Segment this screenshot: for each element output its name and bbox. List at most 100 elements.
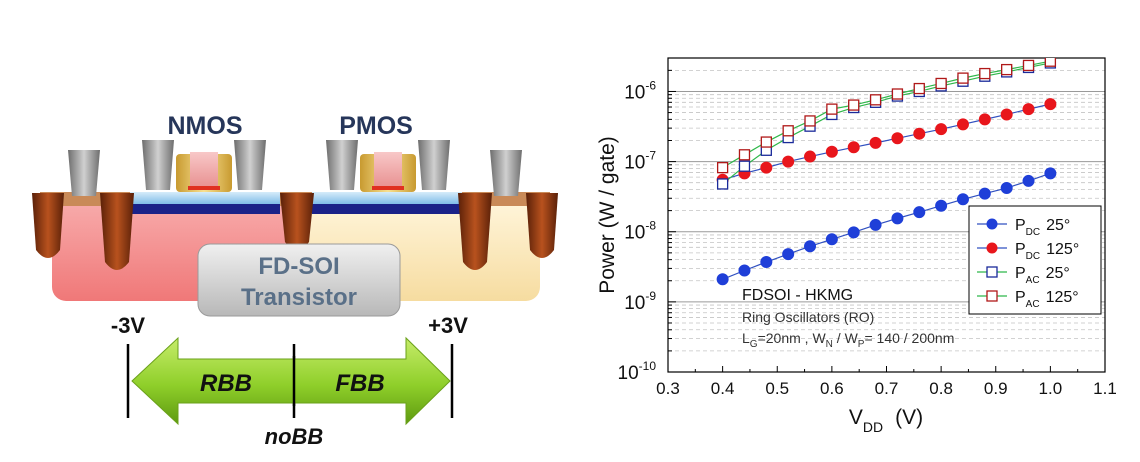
nmos-gate [190,152,218,188]
data-point [848,99,860,111]
data-point [804,115,816,127]
nmos-gate-dielectric [188,186,220,190]
legend-label-sub: DC [1026,227,1040,238]
data-point [891,132,904,145]
pmos-silicon-film [312,192,462,204]
data-point [935,199,948,212]
x-tick-label: 0.4 [711,379,735,398]
transistor-label-line1: FD-SOI [258,253,339,280]
data-point [1044,98,1057,111]
data-point [956,118,969,131]
y-tick-label: 10-10 [618,359,657,384]
data-point [760,256,773,269]
data-point [1044,58,1057,67]
data-point [760,161,773,174]
legend-marker [986,266,998,278]
data-point [935,123,948,136]
series-layer [716,58,1057,286]
data-point [913,82,925,95]
legend-label-sub: AC [1026,299,1040,310]
data-point [826,103,838,115]
x-tick-label: 0.5 [765,379,789,398]
legend-label: PAC 125° [1015,289,1079,310]
rbb-label: RBB [200,370,252,397]
legend-marker [986,218,998,230]
data-point [1022,174,1035,187]
annotation-l-main: L [742,330,750,346]
fbb-label: FBB [335,370,384,397]
sti-trench-3 [280,193,314,250]
y-tick-base: 10 [624,223,645,244]
pmos-gate-dielectric [372,186,404,190]
annotation-l-sub: G [750,339,758,350]
x-tick-label: 0.8 [929,379,953,398]
nmos-drain-contact [234,140,266,190]
pmos-source-contact [326,140,358,190]
data-point [847,141,860,154]
pmos-drain-contact [418,140,450,190]
data-point [935,77,947,90]
annotation-w-main: =20nm , W [758,330,827,346]
y-tick-exponent: -6 [645,78,656,92]
legend-label-main: P [1015,289,1026,306]
sti-trench-4 [458,193,492,270]
data-point [804,150,817,163]
well-contact-1 [68,150,100,196]
annotation-wn-sub: N [826,339,833,350]
nmos-source-contact [142,140,174,190]
legend-marker [986,242,998,254]
data-point [716,161,729,174]
pmos-gate [374,152,402,188]
pmos-label: PMOS [339,112,413,140]
y-tick-base: 10 [618,363,639,384]
data-point [738,149,751,161]
legend-label-temp: 125° [1046,289,1079,306]
data-point [716,273,729,286]
data-point [1000,108,1013,121]
x-axis-title-unit: (V) [895,406,923,429]
x-tick-label: 0.6 [820,379,844,398]
series-line [722,62,1051,185]
series-line [722,172,1051,280]
sti-trench-1 [32,193,64,258]
y-tick-exponent: -7 [645,149,656,163]
bias-range-arrow [131,336,451,426]
legend-label-main: P [1015,217,1026,234]
data-point [913,206,926,219]
transistor-label-line2: Transistor [241,284,357,311]
legend-marker [986,290,998,302]
data-point [738,160,751,172]
back-bias-diagram: NMOS PMOS FD-SOI Transistor -3V +3V RBB … [32,112,558,449]
data-point [738,264,751,277]
pmos-buried-oxide [312,204,462,214]
y-tick-exponent: -9 [645,289,656,303]
data-point [1022,59,1035,72]
sti-trench-2 [100,193,134,270]
annotation-line2: Ring Oscillators (RO) [742,309,874,325]
x-tick-label: 0.3 [656,379,680,398]
x-tick-label: 0.7 [875,379,899,398]
well-contact-2 [490,150,522,196]
data-point [825,233,838,246]
data-point [782,155,795,168]
data-point [891,88,904,100]
y-tick-base: 10 [624,153,645,174]
legend-label-temp: 125° [1046,241,1079,258]
series-0 [716,167,1057,286]
legend-label: PDC 25° [1015,217,1070,238]
data-point [956,193,969,206]
data-point [979,67,991,80]
data-point [978,187,991,200]
legend-label-sub: AC [1026,275,1040,286]
right-voltage-label: +3V [428,313,468,338]
legend-label-main: P [1015,241,1026,258]
data-point [913,127,926,140]
data-point [869,94,882,106]
data-point [1001,63,1013,76]
legend-label-temp: 25° [1046,265,1070,282]
legend-label: PAC 25° [1015,265,1070,286]
series-1 [716,98,1057,186]
data-point [825,145,838,158]
y-tick-base: 10 [624,82,645,103]
